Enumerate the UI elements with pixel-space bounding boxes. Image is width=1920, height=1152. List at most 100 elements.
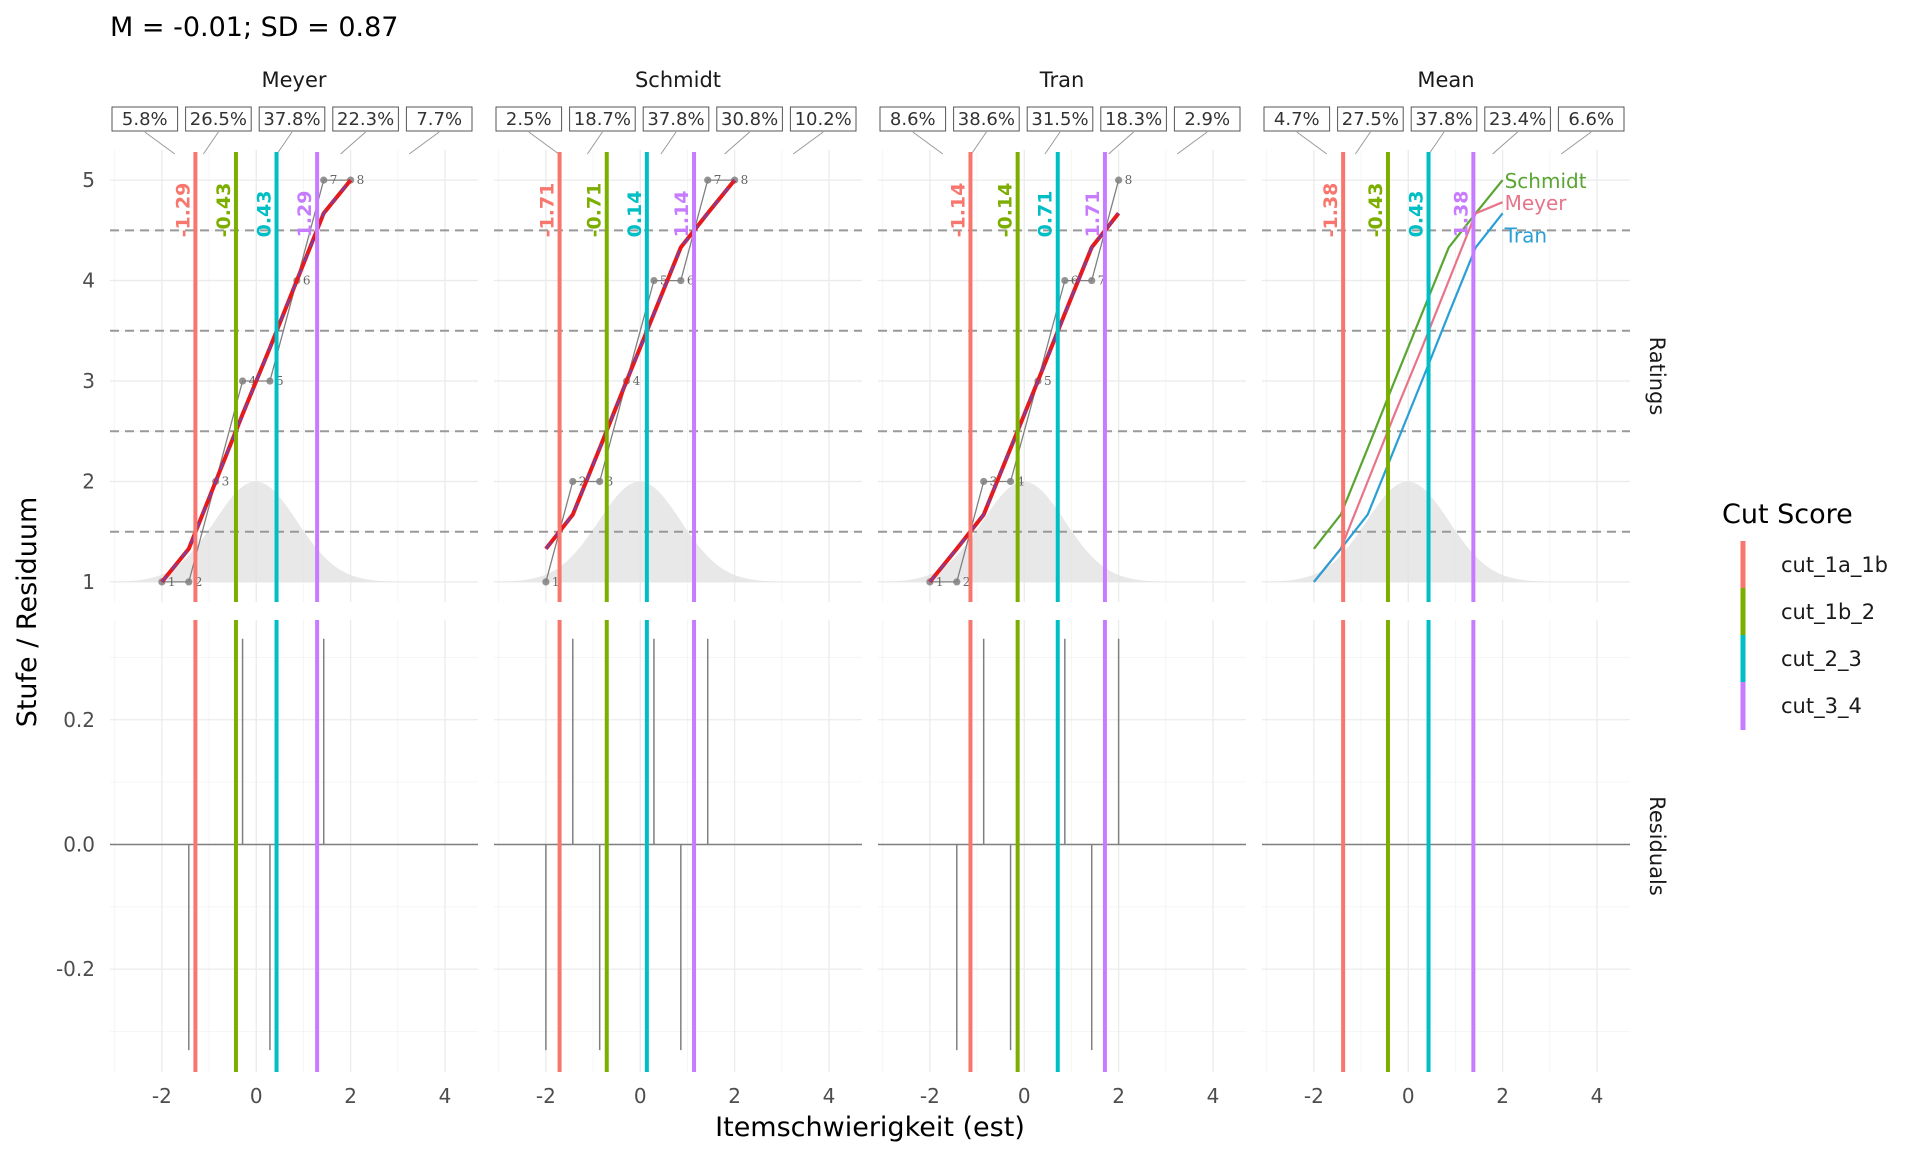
percent-box	[789, 106, 857, 132]
cut-value-label: 0.14	[624, 190, 646, 237]
x-tick-label: 4	[1207, 1084, 1220, 1108]
observed-line	[929, 179, 1120, 583]
percent-label: 26.5%	[190, 109, 247, 130]
percent-box	[1484, 106, 1551, 132]
percent-label: 27.5%	[1342, 109, 1399, 130]
percent-box	[1410, 106, 1478, 132]
fitted-line-dash	[545, 179, 736, 550]
chart-title: M = -0.01; SD = 0.87	[110, 12, 398, 43]
percent-leader	[408, 131, 440, 155]
y-tick-label: -0.2	[56, 957, 95, 981]
observed-point	[980, 477, 988, 486]
x-tick-label: -2	[1304, 1084, 1324, 1108]
strip-label-schmidt: Schmidt	[635, 68, 721, 92]
observed-point	[1115, 176, 1123, 184]
x-tick-label: 0	[1402, 1084, 1415, 1108]
x-tick-label: 2	[728, 1084, 741, 1108]
series-line-schmidt	[1313, 179, 1504, 550]
observed-point	[238, 377, 247, 385]
series-line-meyer	[1313, 201, 1504, 583]
cut-value-label: -0.43	[1365, 183, 1387, 238]
point-label: 4	[633, 374, 641, 388]
point-label: 3	[222, 474, 230, 488]
point-label: 8	[741, 173, 749, 187]
point-label: 3	[990, 474, 998, 488]
percent-box	[953, 106, 1020, 132]
fitted-line-dash	[929, 212, 1120, 583]
cut-value-label: -1.71	[537, 183, 559, 238]
percent-box	[185, 106, 252, 132]
point-label: 7	[714, 173, 722, 187]
x-tick-label: 2	[344, 1084, 357, 1108]
cut-value-label: 1.38	[1450, 190, 1472, 237]
observed-point	[704, 176, 712, 184]
fitted-line-dash	[161, 179, 352, 583]
percent-label: 37.8%	[263, 109, 320, 130]
percent-leader	[1176, 131, 1208, 155]
point-label: 4	[249, 374, 257, 388]
y-tick-label: 0.2	[63, 708, 95, 732]
point-label: 5	[276, 374, 284, 388]
percent-leader	[202, 131, 219, 155]
percent-box	[111, 106, 179, 132]
point-label: 2	[963, 575, 971, 589]
series-label-meyer: Meyer	[1505, 191, 1568, 215]
y-tick-label: 0.0	[63, 832, 95, 856]
x-tick-label: 4	[823, 1084, 836, 1108]
percent-leader	[340, 131, 366, 155]
percent-leader	[1108, 131, 1134, 155]
percent-box	[332, 106, 399, 132]
observed-point	[677, 276, 685, 285]
density-curve	[1255, 481, 1560, 582]
row-strip-label-residuals: Residuals	[1645, 796, 1669, 896]
percent-label: 4.7%	[1274, 109, 1320, 130]
point-label: 7	[1098, 274, 1106, 288]
observed-point	[320, 176, 328, 184]
point-label: 1	[168, 575, 176, 589]
percent-label: 22.3%	[337, 109, 394, 130]
percent-leader	[1560, 131, 1592, 155]
y-tick-label: 3	[82, 369, 95, 393]
strip-label-meyer: Meyer	[261, 68, 326, 92]
x-tick-label: 0	[634, 1084, 647, 1108]
percent-label: 37.8%	[647, 109, 704, 130]
percent-label: 23.4%	[1489, 109, 1546, 130]
percent-label: 18.3%	[1105, 109, 1162, 130]
cut-value-label: 0.71	[1035, 190, 1057, 237]
x-tick-label: 0	[250, 1084, 263, 1108]
observed-point	[1088, 276, 1096, 285]
x-tick-label: -2	[152, 1084, 172, 1108]
observed-point	[185, 578, 193, 586]
point-label: 8	[1125, 173, 1133, 187]
x-tick-label: 4	[1591, 1084, 1604, 1108]
series-label-tran: Tran	[1504, 223, 1547, 247]
percent-label: 31.5%	[1031, 109, 1088, 130]
y-axis-title: Stufe / Residuum	[12, 497, 43, 728]
percent-label: 18.7%	[574, 109, 631, 130]
legend-label: cut_3_4	[1781, 694, 1862, 719]
x-tick-label: 4	[439, 1084, 452, 1108]
percent-leader	[1492, 131, 1518, 155]
series-label-schmidt: Schmidt	[1505, 169, 1587, 193]
y-tick-label: 5	[82, 168, 95, 192]
percent-leader	[1428, 131, 1445, 155]
percent-label: 2.5%	[506, 109, 552, 130]
observed-point	[953, 578, 961, 586]
percent-label: 30.8%	[721, 109, 778, 130]
percent-label: 37.8%	[1415, 109, 1472, 130]
percent-label: 5.8%	[122, 109, 168, 130]
row-strip-label-ratings: Ratings	[1645, 337, 1669, 416]
cut-value-label: 1.14	[671, 190, 693, 237]
facet-meyer: Meyer 5.8% 26.5% 37.8% 22.3% 7.7% 1 2 3 4 5 6 7 8 -1.2…	[103, 68, 478, 1108]
strip-label-tran: Tran	[1039, 68, 1085, 92]
legend-label: cut_1b_2	[1781, 600, 1875, 625]
percent-box	[1026, 106, 1094, 132]
observed-point	[1061, 276, 1069, 285]
percent-leader	[724, 131, 750, 155]
percent-leader	[1354, 131, 1371, 155]
percent-label: 2.9%	[1184, 109, 1230, 130]
percent-box	[1100, 106, 1167, 132]
percent-box	[258, 106, 326, 132]
